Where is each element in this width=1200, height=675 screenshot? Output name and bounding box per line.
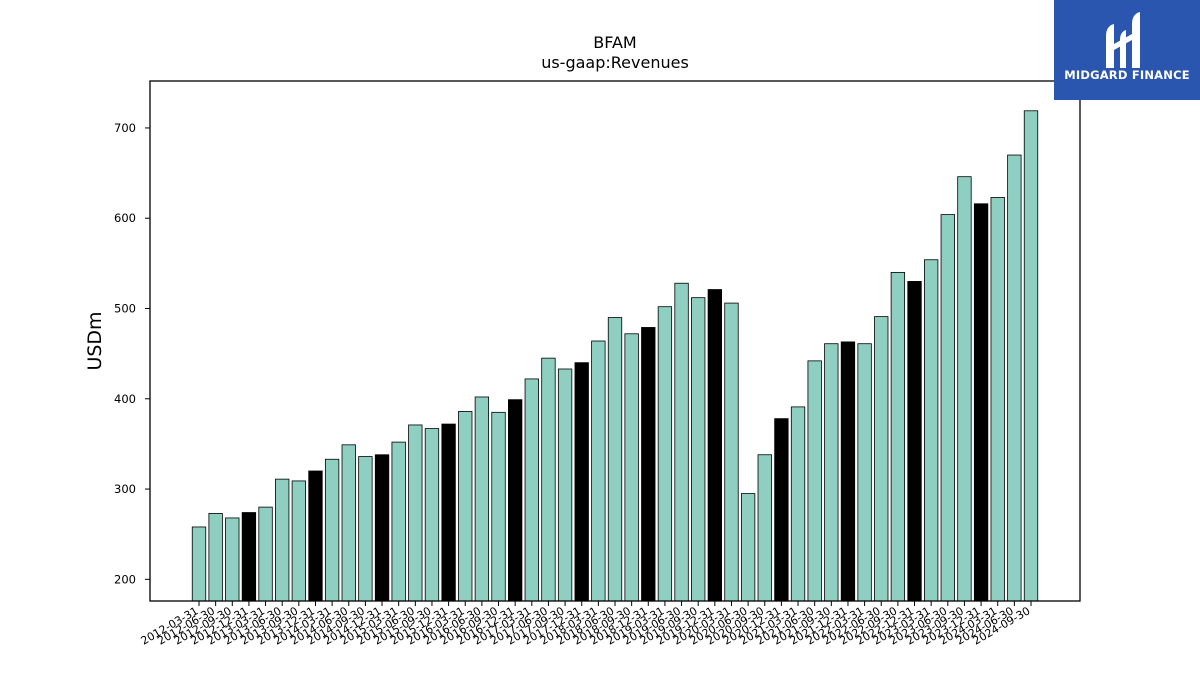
y-tick-label: 600 (114, 211, 136, 225)
bar-2020-06-30 (740, 493, 756, 602)
x-axis: 2012-03-312012-06-302012-09-302012-12-31… (139, 601, 1033, 648)
bar-2013-06-30 (275, 478, 290, 602)
bar-2013-03-31 (258, 506, 273, 602)
logo-text: MIDGARD FINANCE (1064, 68, 1190, 82)
bar-2019-12-31 (707, 289, 722, 602)
bar-2023-06-30 (940, 214, 955, 602)
bar-2014-06-30 (341, 444, 356, 602)
bar-2014-03-31 (324, 458, 340, 602)
bar-2013-09-30 (291, 480, 306, 602)
bar-2020-09-30 (757, 454, 772, 602)
y-tick-label: 300 (114, 482, 136, 496)
bar-2012-09-30 (225, 517, 240, 602)
bar-2017-03-31 (524, 378, 539, 602)
bar-2016-12-31 (508, 399, 523, 602)
bar-2023-09-30 (957, 176, 972, 602)
bar-2024-09-30 (1023, 110, 1039, 602)
y-tick-label: 500 (114, 302, 136, 316)
chart-subtitle: us-gaap:Revenues (541, 53, 689, 72)
bar-2021-12-31 (840, 341, 856, 602)
bar-2018-09-30 (624, 333, 639, 602)
bar-2012-03-31 (191, 526, 207, 602)
bar-2016-03-31 (458, 411, 473, 602)
bar-2019-09-30 (691, 297, 706, 602)
bar-2013-12-31 (308, 470, 323, 602)
bar-2024-06-30 (1007, 154, 1022, 602)
bar-2022-12-31 (907, 281, 922, 602)
y-tick-label: 200 (114, 572, 136, 586)
plot-frame (149, 80, 1081, 602)
bar-2020-12-31 (774, 418, 789, 602)
bar-2019-03-31 (657, 306, 673, 602)
bar-2017-09-30 (557, 368, 573, 602)
bar-2015-03-31 (391, 441, 406, 602)
bar-2024-03-31 (990, 197, 1005, 602)
bar-2018-12-31 (641, 327, 656, 602)
midgard-finance-logo: MIDGARD FINANCE (1054, 0, 1200, 100)
bar-2016-06-30 (474, 396, 490, 602)
chart-title: BFAM (593, 33, 636, 52)
bar-2019-06-30 (674, 282, 689, 602)
bar-2017-06-30 (541, 357, 556, 602)
bar-2014-12-31 (374, 454, 390, 602)
logo-mark-icon (1106, 12, 1140, 68)
bar-2022-09-30 (890, 271, 906, 602)
bar-2023-12-31 (973, 203, 989, 602)
y-axis-label: USDm (84, 311, 106, 370)
bar-2021-06-30 (807, 360, 822, 602)
bar-2015-12-31 (441, 423, 456, 602)
bar-2015-09-30 (424, 428, 440, 602)
bar-2018-03-31 (591, 340, 606, 602)
bar-2012-12-31 (241, 512, 257, 602)
bar-2014-09-30 (358, 456, 373, 602)
bar-2016-09-30 (491, 411, 506, 602)
bar-2015-06-30 (408, 424, 423, 602)
bar-2021-03-31 (790, 406, 806, 602)
bar-2022-06-30 (874, 316, 889, 602)
bar-2021-09-30 (824, 343, 839, 602)
bar-2017-12-31 (574, 362, 589, 602)
bars-group (191, 110, 1039, 602)
bar-2023-03-31 (924, 259, 939, 602)
bar-2020-03-31 (724, 302, 739, 602)
y-axis: 200 300 400 500 600 700 (114, 121, 150, 586)
y-tick-label: 400 (114, 392, 136, 406)
y-tick-label: 700 (114, 121, 136, 135)
bar-2022-03-31 (857, 343, 872, 602)
bar-2012-06-30 (208, 513, 223, 602)
bar-2018-06-30 (607, 317, 623, 602)
